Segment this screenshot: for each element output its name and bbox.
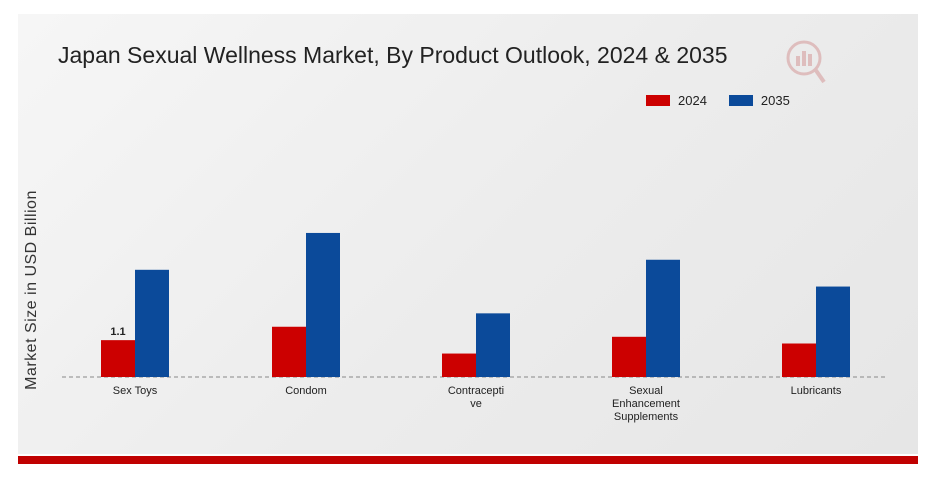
legend-swatch-2024 (646, 95, 670, 106)
x-tick-label: Lubricants (791, 385, 842, 397)
legend-swatch-2035 (728, 95, 753, 106)
bar-2024-4 (782, 343, 816, 377)
legend-label-2035: 2035 (760, 93, 790, 108)
x-tick-label: Sexual Enhancement Supplements (612, 385, 680, 423)
legend-item-2035: 2035 (728, 93, 790, 108)
bar-2024-0 (101, 340, 135, 377)
chart-panel (18, 14, 918, 454)
bar-2035-0 (135, 269, 169, 377)
bar-2024-2 (442, 353, 476, 377)
bar-2024-1 (272, 326, 306, 377)
x-tick-label: Condom (285, 385, 327, 397)
bar-2035-2 (476, 313, 510, 377)
x-tick-label: Sex Toys (113, 385, 158, 397)
bar-2035-1 (306, 232, 340, 377)
watermark-logo-icon (786, 40, 826, 84)
bar-2035-4 (816, 286, 850, 377)
legend: 2024 2035 (646, 93, 812, 108)
x-tick-label: Contracepti ve (448, 385, 504, 410)
legend-label-2024: 2024 (678, 93, 707, 108)
brand-bar (18, 456, 918, 464)
bar-2035-3 (646, 259, 680, 377)
data-label: 1.1 (110, 326, 125, 338)
bar-2024-3 (612, 336, 646, 377)
legend-item-2024: 2024 (646, 93, 707, 108)
chart-title: Japan Sexual Wellness Market, By Product… (58, 42, 728, 68)
